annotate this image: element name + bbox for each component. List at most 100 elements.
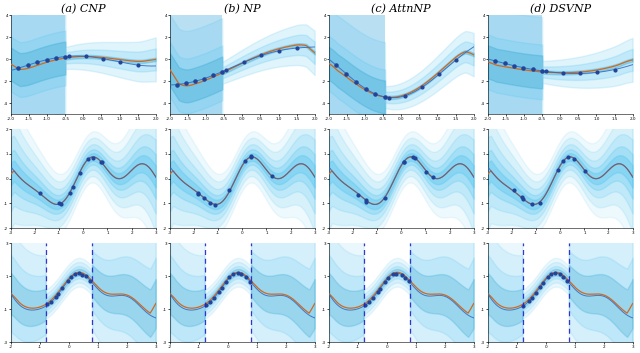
Point: [274, 48, 284, 54]
Point: [57, 286, 67, 291]
Point: [399, 160, 409, 165]
Point: [537, 68, 547, 74]
Point: [609, 67, 620, 72]
Point: [132, 62, 143, 68]
Point: [181, 80, 191, 86]
Point: [562, 278, 572, 283]
Point: [232, 270, 243, 276]
Point: [558, 158, 568, 164]
Point: [201, 302, 211, 308]
Bar: [488, 15, 542, 114]
Point: [541, 68, 551, 74]
Point: [74, 270, 84, 276]
Point: [380, 195, 390, 201]
Point: [391, 271, 401, 276]
Point: [64, 53, 74, 59]
Point: [224, 275, 234, 280]
Point: [98, 56, 108, 61]
Point: [417, 84, 428, 90]
Point: [22, 62, 33, 68]
Point: [555, 271, 565, 277]
Point: [60, 54, 70, 59]
Point: [368, 295, 378, 301]
Point: [380, 279, 390, 285]
Point: [380, 94, 390, 100]
Point: [77, 272, 87, 278]
Point: [351, 79, 361, 84]
Point: [408, 154, 418, 160]
Point: [534, 201, 545, 206]
Point: [360, 303, 371, 308]
Point: [70, 271, 80, 277]
Point: [361, 198, 371, 203]
Point: [451, 58, 461, 63]
Point: [246, 154, 257, 160]
Point: [42, 301, 52, 307]
Point: [193, 191, 203, 196]
Point: [518, 303, 528, 309]
Point: [85, 278, 95, 283]
Point: [115, 59, 125, 65]
Point: [245, 279, 255, 285]
Point: [361, 199, 371, 205]
Point: [396, 272, 406, 277]
Point: [592, 70, 602, 75]
Point: [400, 93, 410, 98]
Point: [199, 76, 209, 81]
Point: [53, 291, 63, 297]
Point: [221, 67, 231, 73]
Point: [353, 192, 363, 198]
Point: [543, 274, 553, 280]
Point: [88, 155, 98, 161]
Point: [205, 201, 216, 206]
Point: [228, 272, 238, 277]
Point: [527, 201, 538, 207]
Point: [410, 156, 420, 161]
Point: [364, 299, 374, 305]
Point: [54, 201, 65, 206]
Point: [210, 203, 220, 208]
Point: [45, 299, 56, 305]
Point: [550, 270, 560, 276]
Title: (a) CNP: (a) CNP: [61, 4, 106, 14]
Bar: [11, 15, 65, 114]
Point: [56, 201, 66, 207]
Bar: [329, 15, 385, 114]
Point: [199, 196, 209, 201]
Point: [245, 153, 255, 159]
Point: [291, 45, 301, 51]
Point: [509, 187, 520, 193]
Point: [375, 286, 385, 292]
Point: [399, 275, 410, 280]
Point: [205, 299, 216, 305]
Point: [546, 271, 556, 277]
Point: [428, 175, 438, 180]
Point: [256, 53, 266, 58]
Point: [434, 72, 444, 77]
Point: [32, 59, 42, 65]
Point: [388, 272, 398, 277]
Point: [552, 167, 563, 173]
Point: [172, 82, 182, 87]
Point: [399, 159, 409, 165]
Point: [209, 295, 219, 301]
Point: [51, 55, 61, 61]
Point: [535, 285, 545, 290]
Point: [370, 91, 380, 97]
Point: [66, 274, 76, 280]
Point: [190, 78, 200, 84]
Title: (c) AttnNP: (c) AttnNP: [371, 4, 431, 14]
Point: [208, 72, 218, 78]
Point: [51, 294, 61, 300]
Title: (d) DSVNP: (d) DSVNP: [530, 4, 591, 14]
Point: [524, 298, 534, 304]
Point: [225, 187, 235, 193]
Point: [42, 57, 52, 62]
Point: [531, 290, 541, 295]
Point: [240, 158, 250, 164]
Point: [218, 69, 228, 74]
Point: [383, 95, 394, 100]
Point: [421, 169, 431, 174]
Point: [13, 65, 24, 71]
Point: [518, 197, 529, 202]
